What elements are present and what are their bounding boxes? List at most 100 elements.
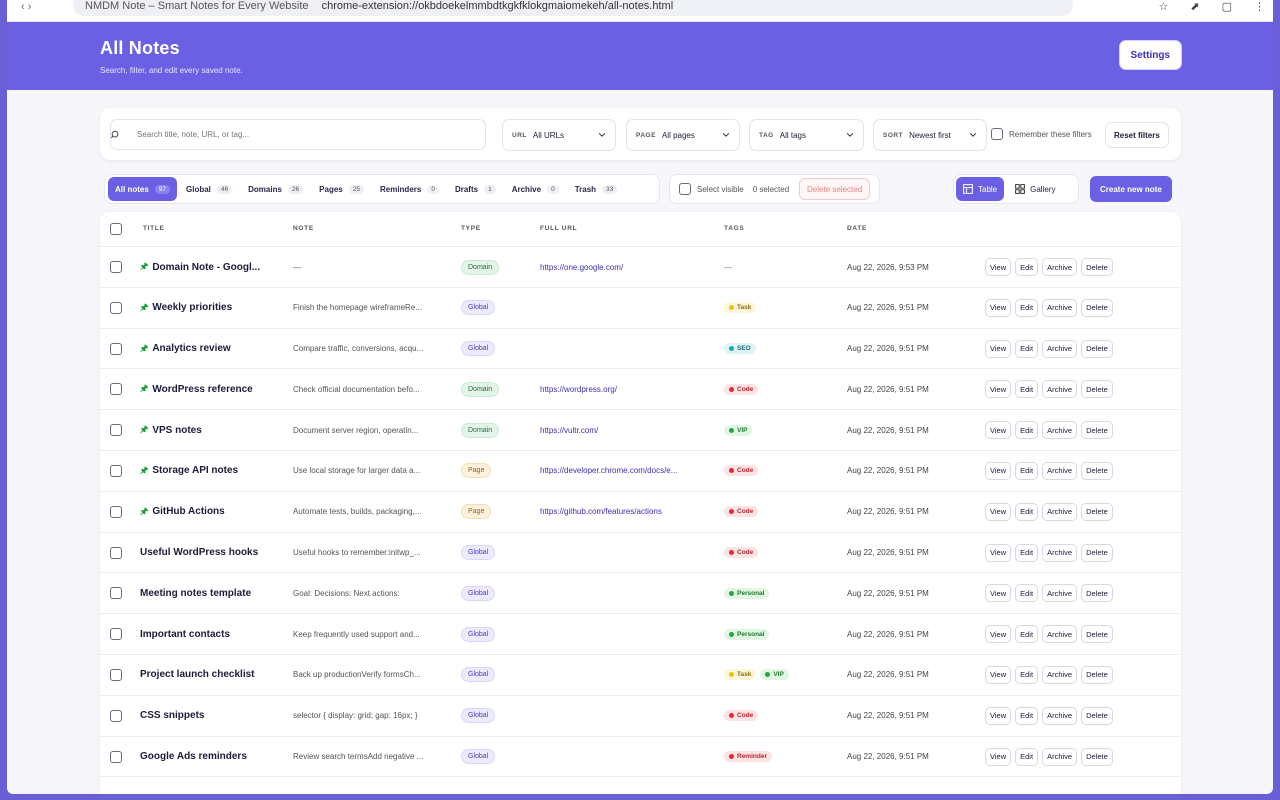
note-title-cell[interactable]: Meeting notes template [140,573,275,613]
row-checkbox[interactable] [110,464,122,477]
row-checkbox[interactable] [110,505,122,518]
table-view-button[interactable]: Table [956,177,1005,201]
view-button[interactable]: View [985,258,1012,276]
table-row[interactable]: Meeting notes template Goal: Decisions: N… [100,573,1181,615]
tab-drafts[interactable]: Drafts 1 [448,177,503,201]
archive-button[interactable]: Archive [1042,665,1078,684]
window-icon[interactable]: ▢ [1221,1,1232,13]
row-checkbox[interactable] [110,301,122,314]
note-title-cell[interactable]: 🖈 Weekly priorities [140,288,275,328]
tab-reminders[interactable]: Reminders 0 [373,177,446,201]
row-checkbox[interactable] [110,261,122,273]
note-title-cell[interactable]: 🖈 GitHub Actions [140,492,275,532]
select-visible-checkbox[interactable] [679,183,691,195]
create-note-button[interactable]: Create new note [1090,176,1172,202]
column-note[interactable]: NOTE [293,225,314,232]
note-title-cell[interactable]: 🖈 WordPress reference [140,369,275,409]
view-button[interactable]: View [985,502,1012,521]
note-title-cell[interactable]: Useful WordPress hooks [140,533,275,573]
gallery-view-button[interactable]: Gallery [1008,177,1062,201]
edit-button[interactable]: Edit [1015,747,1039,766]
table-row[interactable]: 🖈 Storage API notes Use local storage for … [100,451,1181,492]
delete-button[interactable]: Delete [1081,625,1113,644]
table-row[interactable]: Important contacts Keep frequently used s… [100,614,1181,655]
delete-selected-button[interactable]: Delete selected [799,178,871,200]
column-title[interactable]: TITLE [143,225,165,232]
edit-button[interactable]: Edit [1015,502,1039,521]
row-checkbox[interactable] [110,342,122,355]
edit-button[interactable]: Edit [1015,339,1039,358]
edit-button[interactable]: Edit [1015,543,1039,562]
delete-button[interactable]: Delete [1081,665,1113,684]
url-filter-select[interactable]: URL All URLs [502,119,616,151]
tab-pages[interactable]: Pages 25 [312,177,371,201]
note-url-link[interactable]: https://vultr.com/ [540,425,599,435]
archive-button[interactable]: Archive [1042,339,1078,358]
address-bar[interactable]: NMDM Note – Smart Notes for Every Websit… [73,0,1073,16]
table-row[interactable]: 🖈 Analytics review Compare traffic, conver… [100,329,1181,370]
edit-button[interactable]: Edit [1015,584,1039,603]
page-filter-select[interactable]: PAGE All pages [626,119,740,151]
remember-filters-toggle[interactable]: Remember these filters [991,128,1092,140]
table-row[interactable]: Useful WordPress hooks Useful hooks to re… [100,533,1181,574]
view-button[interactable]: View [985,543,1012,562]
note-title-cell[interactable]: Important contacts [140,614,275,654]
edit-button[interactable]: Edit [1015,461,1039,480]
note-url-link[interactable]: https://developer.chrome.com/docs/e... [540,466,678,476]
sort-select[interactable]: SORT Newest first [873,119,987,151]
row-checkbox[interactable] [110,587,122,600]
row-checkbox[interactable] [110,546,122,559]
table-row[interactable]: Google Ads reminders Review search termsA… [100,737,1181,778]
back-forward-icon[interactable]: ‹ › [21,1,32,13]
note-title-cell[interactable]: 🖈 VPS notes [140,410,275,450]
note-title-cell[interactable]: 🖈 Domain Note - Googl... [140,247,275,287]
table-row[interactable]: CSS snippets selector { display: grid; ga… [100,696,1181,737]
view-button[interactable]: View [985,380,1012,399]
archive-button[interactable]: Archive [1042,380,1078,399]
view-button[interactable]: View [985,584,1012,603]
delete-button[interactable]: Delete [1081,339,1113,358]
note-title-cell[interactable]: 🖈 Analytics review [140,329,275,369]
view-button[interactable]: View [985,339,1012,358]
tab-trash[interactable]: Trash 33 [568,177,625,201]
edit-button[interactable]: Edit [1015,298,1039,317]
bookmark-star-icon[interactable]: ☆ [1158,1,1169,13]
archive-button[interactable]: Archive [1042,625,1078,644]
column-full-url[interactable]: FULL URL [540,225,578,232]
delete-button[interactable]: Delete [1081,421,1113,440]
view-button[interactable]: View [985,625,1012,644]
search-input[interactable] [110,119,486,150]
view-button[interactable]: View [985,298,1012,317]
edit-button[interactable]: Edit [1015,665,1039,684]
row-checkbox[interactable] [110,750,122,763]
delete-button[interactable]: Delete [1081,380,1113,399]
table-row[interactable]: Project launch checklist Back up producti… [100,655,1181,696]
select-all-checkbox[interactable] [110,223,122,235]
note-title-cell[interactable]: 🖈 Storage API notes [140,451,275,491]
view-button[interactable]: View [985,421,1012,440]
tab-global[interactable]: Global 46 [179,177,239,201]
archive-button[interactable]: Archive [1042,584,1078,603]
delete-button[interactable]: Delete [1081,258,1113,276]
delete-button[interactable]: Delete [1081,584,1113,603]
column-date[interactable]: DATE [847,225,868,232]
table-row[interactable]: 🖈 Weekly priorities Finish the homepage wi… [100,288,1181,329]
tag-filter-select[interactable]: TAG All tags [749,119,864,151]
row-checkbox[interactable] [110,383,122,396]
reset-filters-button[interactable]: Reset filters [1105,122,1169,148]
tab-all-notes[interactable]: All notes 97 [108,177,178,201]
column-tags[interactable]: TAGS [724,225,745,232]
view-button[interactable]: View [985,461,1012,480]
view-button[interactable]: View [985,747,1012,766]
delete-button[interactable]: Delete [1081,298,1113,317]
row-checkbox[interactable] [110,628,122,641]
archive-button[interactable]: Archive [1042,258,1078,276]
row-checkbox[interactable] [110,424,122,437]
menu-icon[interactable]: ⋮ [1254,1,1265,13]
tab-archive[interactable]: Archive 0 [505,177,566,201]
edit-button[interactable]: Edit [1015,421,1039,440]
row-checkbox[interactable] [110,668,122,681]
tab-domains[interactable]: Domains 26 [241,177,310,201]
archive-button[interactable]: Archive [1042,502,1078,521]
edit-button[interactable]: Edit [1015,625,1039,644]
